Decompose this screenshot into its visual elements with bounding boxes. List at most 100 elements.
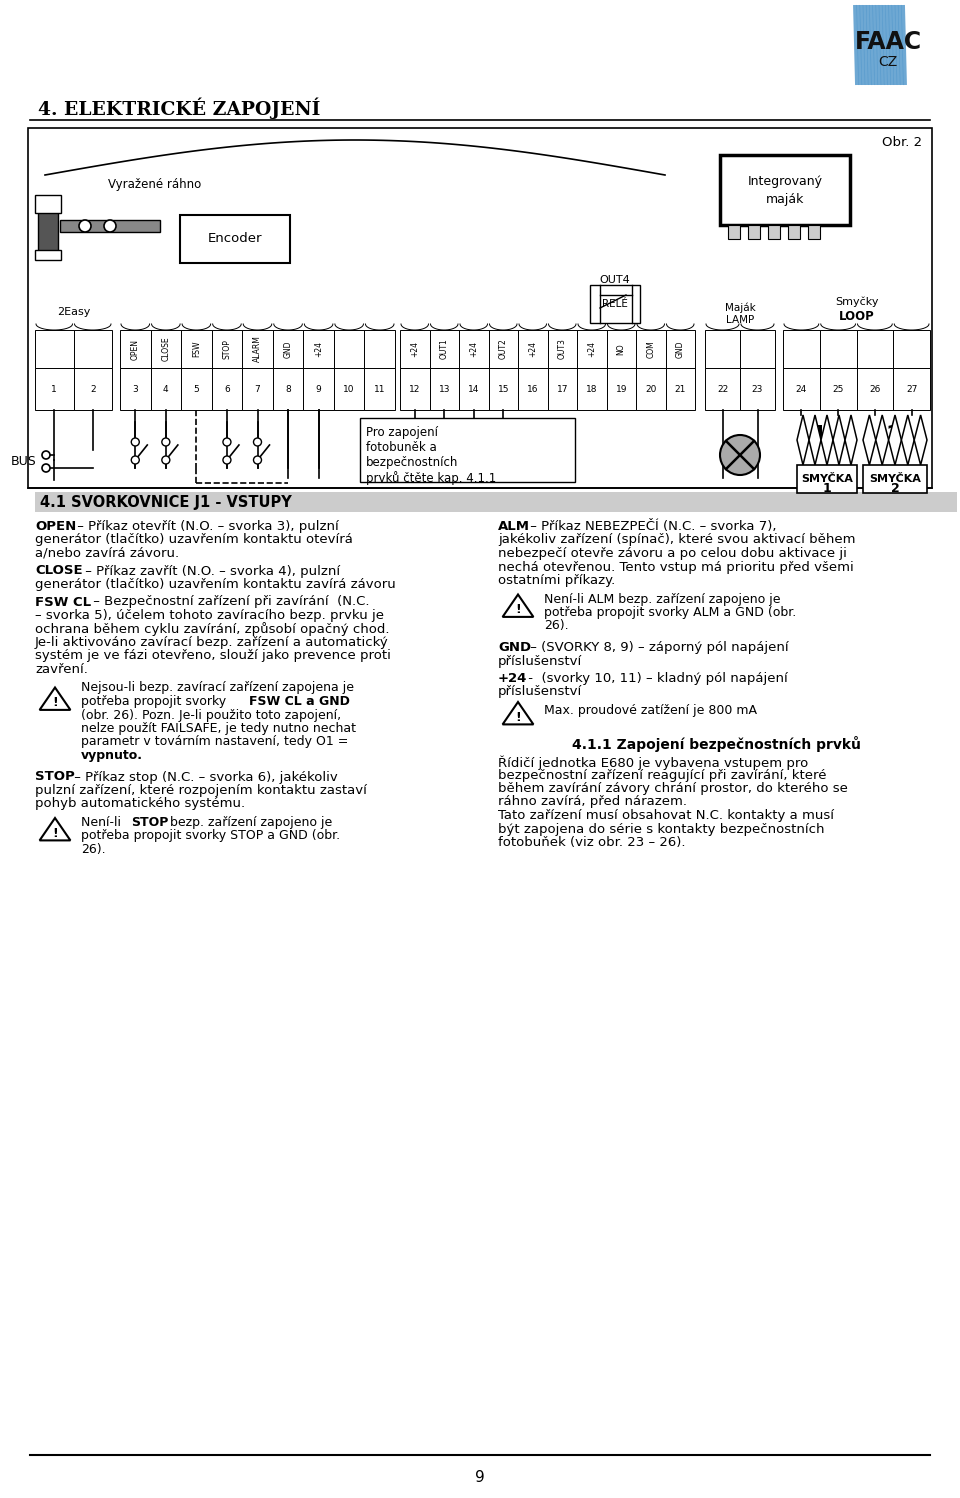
Text: 24: 24 (796, 385, 807, 394)
Text: – Bezpečnostní zařízení při zavírání  (N.C.: – Bezpečnostní zařízení při zavírání (N.… (89, 596, 370, 608)
Bar (665, 330, 695, 369)
Polygon shape (876, 415, 889, 464)
Bar (400, 330, 429, 369)
Bar (35, 195, 61, 213)
Text: FSW CL a GND: FSW CL a GND (249, 695, 349, 709)
Text: vypnuto.: vypnuto. (81, 749, 143, 762)
Bar (211, 369, 242, 410)
Bar (365, 369, 395, 410)
Text: Integrovaný
maják: Integrovaný maják (748, 174, 823, 205)
Text: 25: 25 (832, 385, 844, 394)
Bar (607, 369, 636, 410)
Circle shape (162, 455, 170, 464)
Text: bezpečnostních: bezpečnostních (366, 455, 458, 469)
Text: OUT1: OUT1 (440, 339, 448, 360)
Polygon shape (797, 415, 809, 464)
Bar (893, 369, 930, 410)
Text: 10: 10 (344, 385, 355, 394)
Text: nebezpečí otevře závoru a po celou dobu aktivace ji: nebezpečí otevře závoru a po celou dobu … (498, 547, 847, 560)
Bar (151, 330, 181, 369)
Text: potřeba propojit svorky: potřeba propojit svorky (81, 695, 230, 709)
Text: Nejsou-li bezp. zavírací zařízení zapojena je: Nejsou-li bezp. zavírací zařízení zapoje… (81, 682, 354, 695)
Text: 7: 7 (254, 385, 260, 394)
Bar (728, 225, 740, 240)
Polygon shape (845, 415, 857, 464)
Text: +24: +24 (410, 342, 420, 357)
Text: OUT2: OUT2 (499, 339, 508, 360)
Circle shape (162, 437, 170, 446)
Text: ALM: ALM (498, 520, 530, 533)
Bar (820, 369, 856, 410)
Bar (360, 418, 575, 482)
Text: ostatními příkazy.: ostatními příkazy. (498, 574, 615, 587)
Bar (242, 369, 273, 410)
Text: STOP: STOP (35, 770, 75, 783)
Bar (856, 369, 893, 410)
Text: Vyražené ráhno: Vyražené ráhno (108, 178, 202, 192)
Bar (181, 369, 211, 410)
Text: OPEN: OPEN (35, 520, 76, 533)
Text: Není-li: Není-li (81, 816, 125, 828)
Text: generátor (tlačítko) uzavřením kontaktu otevírá: generátor (tlačítko) uzavřením kontaktu … (35, 533, 353, 547)
Text: 16: 16 (527, 385, 539, 394)
Text: LOOP: LOOP (839, 310, 875, 322)
Text: 2: 2 (90, 385, 96, 394)
Bar (850, 0, 960, 90)
Bar (783, 330, 820, 369)
Text: – Příkaz zavřít (N.O. – svorka 4), pulzní: – Příkaz zavřít (N.O. – svorka 4), pulzn… (81, 565, 340, 578)
Bar (429, 369, 459, 410)
Bar (60, 220, 160, 232)
Bar (181, 330, 211, 369)
Text: !: ! (52, 827, 58, 840)
Text: 26).: 26). (544, 620, 568, 632)
Polygon shape (821, 415, 833, 464)
Bar (303, 330, 334, 369)
Text: potřeba propojit svorky STOP a GND (obr.: potřeba propojit svorky STOP a GND (obr. (81, 830, 340, 842)
Text: CZ: CZ (878, 55, 898, 69)
Text: Obr. 2: Obr. 2 (882, 136, 922, 148)
Bar (705, 369, 740, 410)
Text: 15: 15 (497, 385, 509, 394)
Bar (242, 330, 273, 369)
Bar (636, 330, 665, 369)
Bar (35, 330, 74, 369)
Text: 14: 14 (468, 385, 479, 394)
Text: ochrana během cyklu zavírání, způsobí opačný chod.: ochrana během cyklu zavírání, způsobí op… (35, 623, 390, 637)
Text: CLOSE: CLOSE (35, 565, 83, 578)
Polygon shape (809, 415, 821, 464)
Bar (783, 369, 820, 410)
Polygon shape (914, 415, 927, 464)
Text: fotobuněk a: fotobuněk a (366, 440, 437, 454)
Bar (665, 369, 695, 410)
Bar (120, 330, 151, 369)
Text: FAAC: FAAC (854, 30, 922, 54)
Bar (518, 369, 547, 410)
Text: ráhno zavírá, před nárazem.: ráhno zavírá, před nárazem. (498, 795, 687, 809)
Text: příslušenství: příslušenství (498, 686, 583, 698)
Text: 1: 1 (813, 424, 827, 443)
Text: STOP: STOP (223, 339, 231, 360)
Text: a/nebo zavírá závoru.: a/nebo zavírá závoru. (35, 547, 180, 560)
Text: 9: 9 (475, 1470, 485, 1485)
Text: 20: 20 (645, 385, 657, 394)
Text: SMYČKA: SMYČKA (869, 473, 921, 484)
Text: 23: 23 (752, 385, 763, 394)
Circle shape (720, 434, 760, 475)
Bar (28, 127, 932, 488)
Bar (74, 369, 112, 410)
Text: 5: 5 (194, 385, 200, 394)
Bar (303, 369, 334, 410)
Text: 8: 8 (285, 385, 291, 394)
Text: 2: 2 (891, 482, 900, 496)
Bar (577, 369, 607, 410)
Text: – (SVORKY 8, 9) – záporný pól napájení: – (SVORKY 8, 9) – záporný pól napájení (526, 641, 788, 655)
Text: NO: NO (616, 343, 626, 355)
Polygon shape (39, 688, 70, 710)
Text: FSW: FSW (192, 340, 201, 357)
Bar (489, 330, 518, 369)
Polygon shape (503, 703, 534, 725)
Text: +24: +24 (469, 342, 478, 357)
Bar (863, 464, 927, 493)
Bar (35, 369, 74, 410)
Text: 9: 9 (316, 385, 322, 394)
